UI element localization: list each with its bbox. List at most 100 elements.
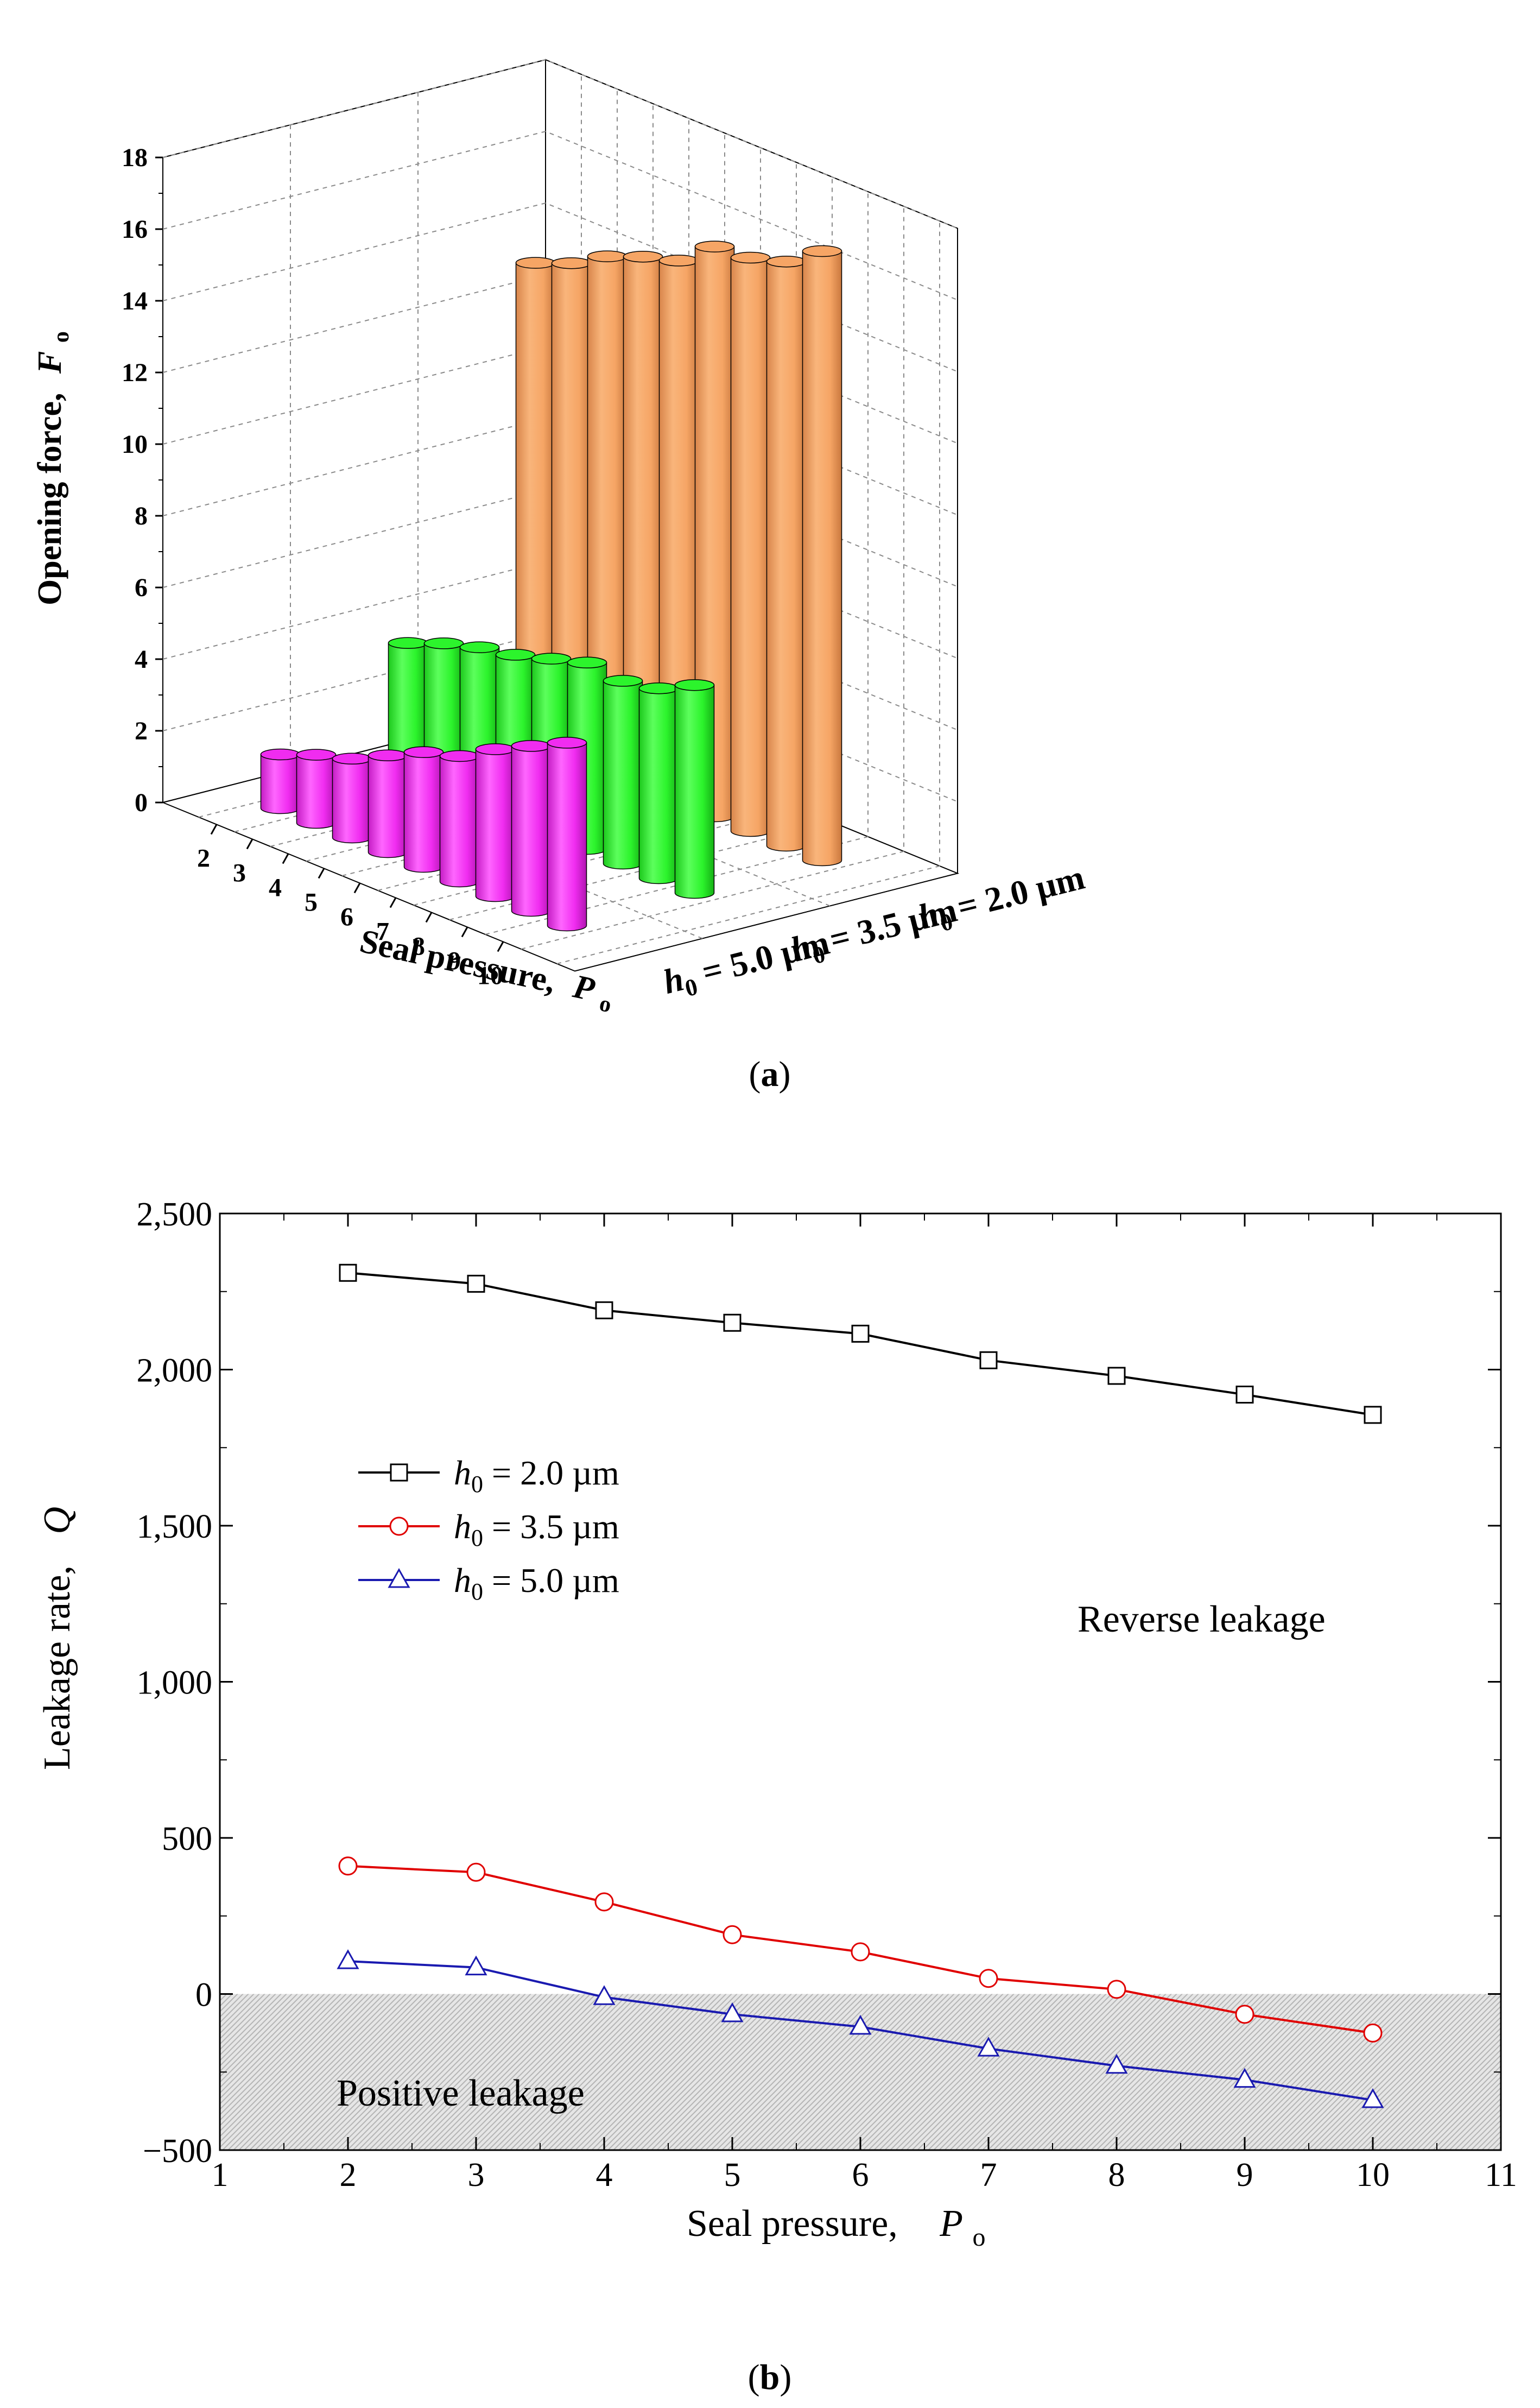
x-tick-mark — [425, 912, 433, 923]
marker-triangle — [721, 2002, 744, 2023]
bar-top — [296, 749, 337, 761]
series-lines — [347, 1272, 1373, 2101]
bar — [260, 748, 301, 814]
y-tick-label: 4 — [135, 645, 148, 674]
bar-top — [260, 748, 301, 761]
bar-body — [674, 684, 715, 899]
x-tick-label: 11 — [1485, 2157, 1517, 2194]
bar-top — [658, 255, 699, 267]
marker-triangle — [465, 1955, 487, 1976]
marker-square — [851, 1324, 870, 1343]
legend-value: = 2.0 µm — [483, 1453, 619, 1492]
bar-body — [332, 758, 372, 844]
marker-triangle — [849, 2014, 872, 2035]
x-tick-mark — [246, 838, 254, 850]
y-tick-label: 10 — [122, 430, 148, 459]
bar-top — [547, 737, 587, 749]
legend-subscript: 0 — [471, 1578, 483, 1605]
bar-top — [332, 753, 372, 765]
marker-circle — [851, 1942, 870, 1962]
x-tick-label: 1 — [212, 2157, 229, 2194]
bar-top — [694, 241, 735, 252]
legend-subscript: 0 — [471, 1525, 483, 1551]
series-line — [347, 1272, 1373, 1416]
y-tick-label: 0 — [135, 788, 148, 817]
bar-top — [459, 641, 500, 653]
marker-circle — [1235, 2005, 1254, 2024]
bar — [766, 255, 807, 852]
x-tick-label: 6 — [340, 903, 353, 932]
x-tick-label: 10 — [1356, 2157, 1390, 2194]
bar-top — [638, 682, 679, 694]
y-tick-label: 2,000 — [137, 1352, 213, 1389]
bar-body — [296, 754, 337, 829]
marker-circle — [338, 1856, 358, 1876]
label-value: = 2.0 µm — [945, 858, 1088, 928]
x-tick-mark — [210, 824, 218, 835]
marker-circle — [723, 1925, 742, 1944]
bar — [694, 241, 735, 823]
marker-square — [1235, 1386, 1254, 1404]
marker-triangle — [1361, 2088, 1384, 2108]
marker-triangle — [337, 1949, 359, 1969]
bar-body — [511, 745, 552, 917]
y-tick-label: 14 — [122, 287, 148, 315]
x-tick-mark — [282, 853, 289, 864]
marker-square — [979, 1351, 998, 1369]
y-axis-title-text: Opening force, — [31, 393, 68, 606]
x-tick-label: 6 — [852, 2157, 869, 2194]
x-tick-label: 4 — [269, 874, 282, 902]
x-axis-title: Seal pressure, P o — [687, 2203, 986, 2252]
marker-circle — [1107, 1980, 1126, 1999]
y-axis-title-subscript: o — [49, 331, 74, 343]
bar-top — [766, 255, 807, 268]
bar — [403, 746, 444, 873]
y-tick-label: 8 — [135, 502, 148, 530]
y-tick-label: 0 — [195, 1977, 212, 2014]
panel-b-caption: (b) — [748, 2358, 792, 2397]
y-tick-label: 500 — [162, 1821, 212, 1857]
annotation-positive-leakage: Positive leakage — [337, 2072, 585, 2114]
bar-body — [638, 687, 679, 884]
x-tick-label: 9 — [1237, 2157, 1253, 2194]
marker-triangle — [1105, 2053, 1128, 2074]
bar-top — [802, 245, 842, 257]
caption-paren-close: ) — [779, 2358, 791, 2397]
x-tick-label: 8 — [412, 932, 425, 961]
bar-body — [547, 742, 587, 932]
series-markers — [337, 1263, 1384, 2108]
gridline-x — [521, 206, 904, 950]
bar-body — [403, 751, 444, 873]
y-axis-ticks: −500 0 500 1,000 1,500 2,000 2,500 — [137, 1196, 1501, 2170]
marker-triangle — [388, 1568, 410, 1588]
legend-subscript: 0 — [471, 1471, 483, 1497]
bar — [388, 637, 428, 782]
x-tick-label: 3 — [468, 2157, 485, 2194]
x-axis-title-subscript: o — [973, 2223, 986, 2252]
y-axis-title-symbol: F — [31, 351, 68, 374]
y-axis-title: Opening force, F o — [31, 331, 74, 605]
bar-top — [439, 750, 480, 762]
marker-circle — [594, 1892, 614, 1912]
bar — [439, 750, 480, 888]
y-axis-ticks: 0 2 4 6 8 10 12 14 16 18 — [122, 143, 163, 817]
marker-triangle — [593, 1985, 616, 2005]
caption-letter: a — [761, 1054, 779, 1094]
bar-top — [531, 653, 572, 665]
bar-top — [388, 637, 428, 649]
bar — [603, 675, 643, 870]
marker-square — [1364, 1406, 1382, 1424]
legend-value: = 3.5 µm — [483, 1507, 619, 1546]
bar — [475, 743, 516, 902]
y-axis-title-symbol: Q — [36, 1507, 78, 1534]
legend-value: = 5.0 µm — [483, 1561, 619, 1600]
annotation-reverse-leakage: Reverse leakage — [1078, 1598, 1326, 1640]
x-tick-mark — [353, 882, 361, 894]
bar-top — [623, 250, 663, 263]
marker-circle — [466, 1862, 486, 1882]
bar-top — [587, 250, 628, 262]
caption-paren-open: ( — [748, 2358, 760, 2397]
